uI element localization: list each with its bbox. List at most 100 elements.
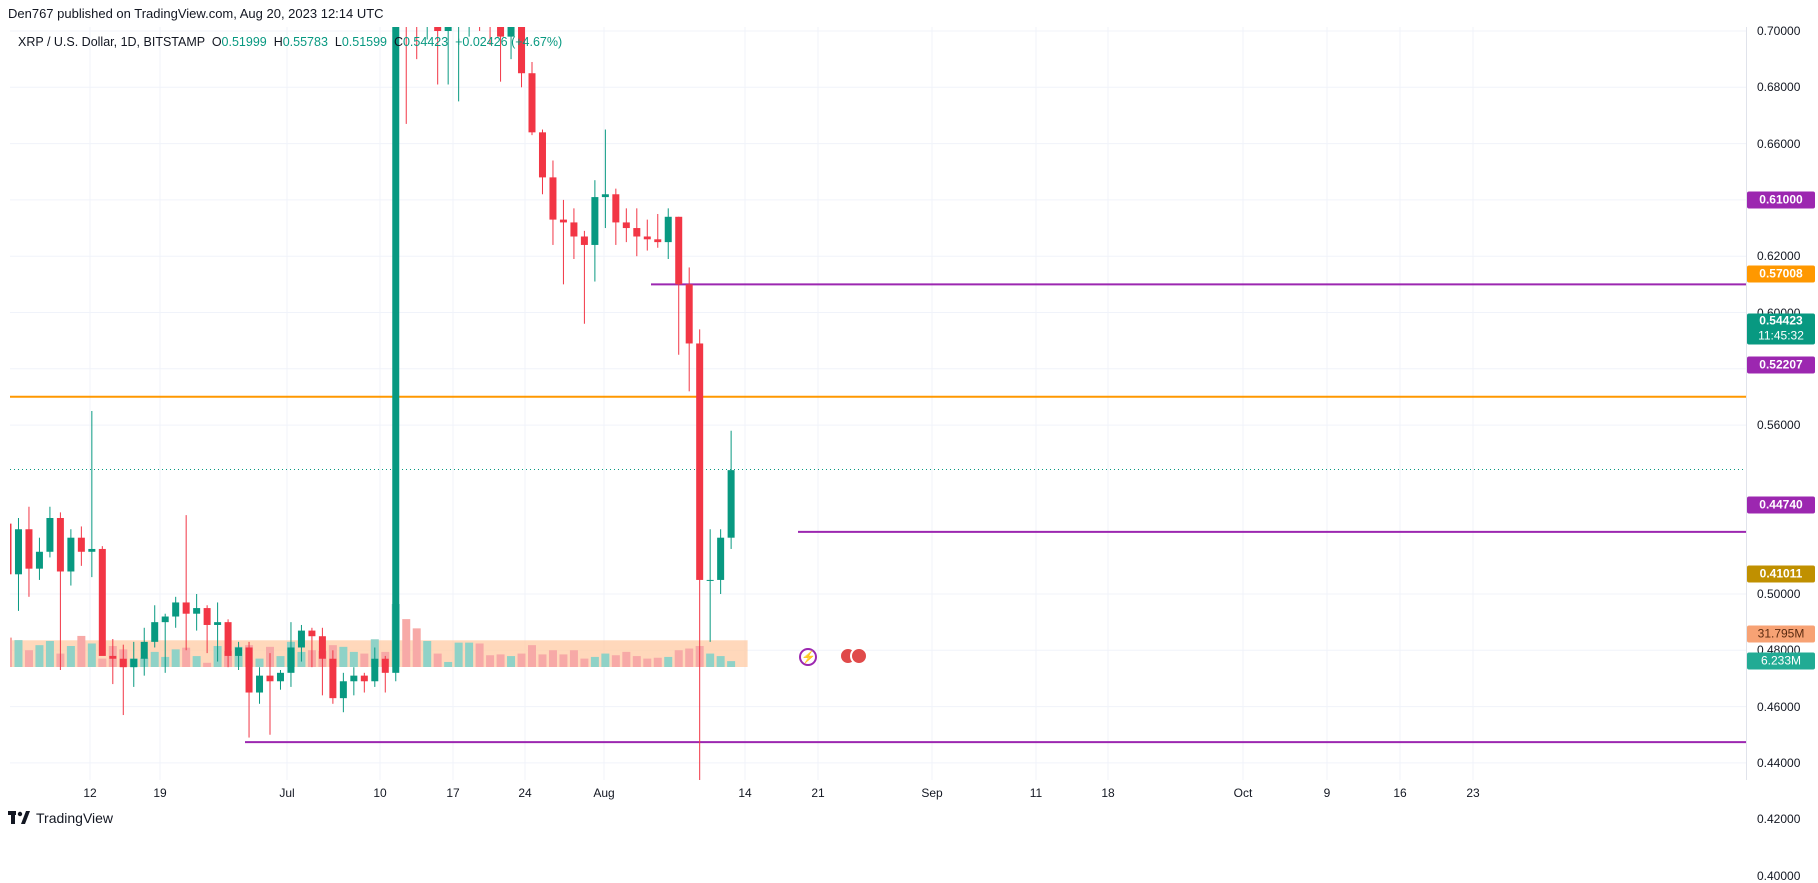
legend-symbol: XRP / U.S. Dollar, 1D, BITSTAMP xyxy=(18,35,205,49)
volume-bar xyxy=(653,657,662,667)
candle-body xyxy=(14,529,22,575)
price-tick-label: 0.50000 xyxy=(1757,587,1801,601)
candle-body xyxy=(140,641,148,659)
us-flag-event-icon-2[interactable] xyxy=(850,647,868,665)
candle-body xyxy=(130,658,138,668)
candle-body xyxy=(591,197,599,245)
volume-bar xyxy=(674,650,683,667)
volume-bar xyxy=(349,651,358,667)
volume-bar xyxy=(664,656,673,667)
candle-body xyxy=(350,675,358,682)
lightning-event-icon[interactable]: ⚡ xyxy=(799,648,817,666)
volume-bar xyxy=(412,628,421,667)
candle-body xyxy=(161,616,169,623)
price-tick-label: 0.70000 xyxy=(1757,24,1801,38)
volume-bar xyxy=(150,651,159,667)
time-tick-label: Aug xyxy=(593,786,615,800)
candle-body xyxy=(727,470,735,538)
volume-bar xyxy=(276,656,285,667)
volume-bar xyxy=(171,649,180,667)
price-tag-0447: 0.44740 xyxy=(1747,496,1815,514)
candle-body xyxy=(339,681,347,699)
volume-bar xyxy=(643,658,652,667)
candle-body xyxy=(56,517,64,572)
current-price-tag: 0.54423 11:45:32 xyxy=(1747,313,1815,345)
time-tick-label: 17 xyxy=(446,786,460,800)
candle-body xyxy=(706,579,714,581)
candle-body xyxy=(444,25,452,31)
volume-bar xyxy=(192,656,201,667)
candle-body xyxy=(276,672,284,682)
candle-body xyxy=(98,548,106,656)
chart-canvas[interactable] xyxy=(0,22,1746,876)
volume-tag: 6.233M xyxy=(1747,652,1815,670)
volume-bar xyxy=(77,635,86,667)
volume-bar xyxy=(685,648,694,667)
volume-bar xyxy=(35,645,44,667)
volume-ma-tag: 31.795M xyxy=(1747,625,1815,643)
price-tick-label: 0.68000 xyxy=(1757,80,1801,95)
candle-body xyxy=(224,622,232,656)
price-tick-label: 0.46000 xyxy=(1757,699,1801,714)
volume-bar xyxy=(496,654,505,667)
time-tick-label: 18 xyxy=(1101,786,1115,800)
volume-bar xyxy=(611,655,620,667)
candle-body xyxy=(622,222,630,229)
volume-bar xyxy=(580,658,589,667)
time-tick-label: Jul xyxy=(279,786,295,800)
price-tick-label: 0.42000 xyxy=(1757,812,1801,827)
candle-body xyxy=(371,658,379,682)
candle-body xyxy=(67,537,75,572)
candle-body xyxy=(235,647,243,656)
price-tick-label: 0.66000 xyxy=(1757,136,1801,151)
legend-high: 0.55783 xyxy=(282,35,328,49)
candlestick-chart[interactable] xyxy=(0,22,1746,876)
candle-body xyxy=(360,675,368,682)
time-tick-label: 21 xyxy=(811,786,825,800)
volume-bar xyxy=(4,637,12,667)
candle-body xyxy=(528,73,536,133)
legend-low-label: L xyxy=(334,35,342,49)
volume-bar xyxy=(538,654,547,667)
candle-body xyxy=(612,194,620,223)
volume-bar xyxy=(590,656,599,667)
volume-bar xyxy=(632,656,641,667)
legend-open: 0.51999 xyxy=(221,35,267,49)
time-tick-label: 19 xyxy=(153,786,167,800)
candle-body xyxy=(297,630,305,648)
current-price: 0.54423 xyxy=(1759,313,1803,328)
candle-body xyxy=(214,622,222,625)
candle-body xyxy=(77,537,85,552)
candle-body xyxy=(119,658,127,668)
candle-body xyxy=(497,22,505,37)
volume-bar xyxy=(486,655,495,667)
time-tick-label: 14 xyxy=(738,786,752,800)
candle-body xyxy=(381,658,389,673)
candle-body xyxy=(601,194,609,198)
candle-body xyxy=(182,602,190,614)
volume-bar xyxy=(182,647,191,667)
candle-body xyxy=(685,284,693,344)
candle-body xyxy=(4,523,12,575)
volume-bar xyxy=(203,662,212,667)
legend-high-label: H xyxy=(273,35,283,49)
time-tick-label: 9 xyxy=(1323,786,1331,800)
volume-bar xyxy=(402,619,411,667)
candle-body xyxy=(675,216,683,285)
volume-bar xyxy=(339,646,348,667)
candle-body xyxy=(654,239,662,243)
legend-change: +0.02426 (+4.67%) xyxy=(455,35,563,49)
price-tick-label: 0.44000 xyxy=(1757,755,1801,770)
volume-bar xyxy=(559,654,568,667)
volume-bar xyxy=(706,653,715,667)
volume-bar xyxy=(87,643,96,667)
volume-bar xyxy=(622,651,631,667)
candle-body xyxy=(434,22,442,31)
volume-bar xyxy=(98,658,107,667)
candle-body xyxy=(392,22,400,673)
volume-bar xyxy=(716,656,725,667)
footer: TradingView xyxy=(8,806,113,830)
candle-body xyxy=(172,602,180,617)
symbol-legend: XRP / U.S. Dollar, 1D, BITSTAMP O0.51999… xyxy=(18,33,562,51)
candle-body xyxy=(664,216,672,243)
